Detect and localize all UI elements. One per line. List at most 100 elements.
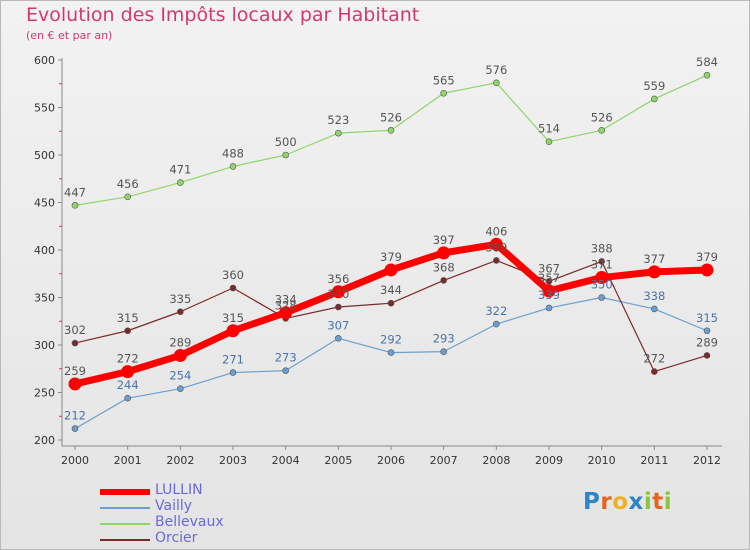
data-point-lullin: [279, 306, 293, 320]
data-label-lullin: 315: [222, 311, 244, 325]
data-label-orcier: 344: [380, 283, 402, 297]
y-tick-label: 450: [34, 197, 55, 210]
data-point-bellevaux: [493, 79, 500, 87]
data-label-orcier: 335: [169, 292, 191, 306]
data-point-orcier: [493, 257, 500, 264]
legend-label-lullin: LULLIN: [155, 482, 203, 498]
logo-letter: P: [583, 489, 601, 515]
series-line-vailly: [74, 296, 708, 430]
data-labels: 212 244 254 271 273 307 292 293 322 339 350 338 315 4…: [64, 55, 718, 422]
logo-letter: i: [643, 489, 653, 515]
data-label-vailly: 350: [591, 278, 613, 292]
data-point-bellevaux: [335, 129, 342, 137]
data-label-bellevaux: 523: [327, 113, 349, 127]
data-point-bellevaux: [177, 179, 184, 186]
x-tick-label: 2005: [324, 454, 352, 467]
legend-label-bellevaux: Bellevaux: [155, 514, 224, 530]
data-label-orcier: 368: [433, 260, 455, 274]
y-tick-label: 200: [34, 434, 55, 447]
logo-letter: r: [600, 489, 613, 515]
y-tick-label: 300: [34, 339, 55, 352]
x-tick-label: 2000: [61, 454, 89, 467]
data-point-bellevaux: [387, 127, 395, 134]
data-label-bellevaux: 559: [643, 79, 665, 93]
data-point-orcier: [71, 339, 79, 347]
data-point-vailly: [124, 394, 131, 402]
tick-labels: 200 250 300 350 400 450 500 550 600 2000 2001 2002 2…: [34, 54, 721, 467]
data-label-vailly: 254: [169, 369, 191, 383]
series-points: [68, 71, 714, 432]
data-point-vailly: [545, 304, 553, 312]
legend-label-orcier: Orcier: [155, 530, 198, 546]
data-label-lullin: 334: [275, 293, 297, 307]
data-point-lullin: [226, 324, 240, 338]
chart-axes: [58, 58, 722, 450]
data-label-orcier: 367: [538, 261, 560, 275]
data-point-vailly: [335, 335, 342, 342]
data-point-vailly: [229, 369, 237, 376]
data-label-bellevaux: 526: [591, 110, 613, 124]
data-label-bellevaux: 488: [222, 146, 244, 160]
legend-swatch-orcier: [100, 539, 150, 541]
data-label-bellevaux: 500: [275, 135, 297, 149]
x-tick-label: 2010: [588, 454, 616, 467]
data-label-vailly: 307: [327, 318, 349, 332]
logo-letter: x: [628, 489, 644, 515]
data-point-bellevaux: [282, 151, 289, 159]
data-point-lullin: [121, 365, 135, 379]
data-point-bellevaux: [703, 71, 711, 79]
proxiti-logo: Proxiti: [583, 489, 672, 515]
data-label-vailly: 212: [64, 409, 86, 423]
x-tick-label: 2006: [377, 454, 405, 467]
data-point-lullin: [595, 271, 609, 285]
data-point-lullin: [437, 246, 451, 260]
data-label-vailly: 273: [275, 351, 297, 365]
data-point-bellevaux: [545, 138, 553, 145]
y-tick-label: 600: [34, 54, 55, 67]
x-tick-label: 2001: [114, 454, 142, 467]
data-point-orcier: [229, 284, 237, 292]
data-label-bellevaux: 526: [380, 110, 402, 124]
data-label-bellevaux: 447: [64, 185, 86, 199]
data-point-orcier: [440, 277, 447, 284]
data-point-lullin: [700, 263, 714, 277]
data-label-orcier: 302: [64, 323, 86, 337]
data-point-vailly: [440, 348, 447, 355]
x-tick-label: 2002: [166, 454, 194, 467]
x-tick-label: 2007: [430, 454, 458, 467]
data-label-vailly: 315: [696, 311, 718, 325]
x-tick-label: 2008: [482, 454, 510, 467]
chart-subtitle: (en € et par an): [26, 29, 113, 42]
data-label-lullin: 371: [591, 258, 613, 272]
logo-letter: t: [652, 489, 664, 515]
data-point-bellevaux: [651, 95, 658, 103]
data-label-vailly: 244: [117, 378, 139, 392]
legend-label-vailly: Vailly: [155, 498, 193, 514]
y-tick-label: 400: [34, 244, 55, 257]
data-label-lullin: 259: [64, 364, 86, 378]
data-label-lullin: 397: [433, 233, 455, 247]
data-label-vailly: 292: [380, 333, 402, 347]
data-label-orcier: 315: [117, 311, 139, 325]
series-line-bellevaux: [74, 74, 708, 206]
data-point-vailly: [177, 385, 184, 393]
data-point-vailly: [387, 349, 395, 356]
x-tick-label: 2012: [693, 454, 721, 467]
data-point-bellevaux: [598, 127, 605, 134]
data-label-vailly: 271: [222, 353, 244, 367]
data-point-vailly: [493, 320, 500, 328]
data-point-bellevaux: [71, 202, 79, 209]
data-label-orcier: 389: [485, 240, 507, 254]
data-point-lullin: [68, 377, 82, 391]
data-point-lullin: [489, 237, 503, 251]
data-point-vailly: [651, 305, 658, 313]
data-point-orcier: [124, 327, 131, 335]
x-tick-label: 2003: [219, 454, 247, 467]
y-tick-label: 350: [34, 292, 55, 305]
data-label-vailly: 293: [433, 332, 455, 346]
x-tick-label: 2009: [535, 454, 563, 467]
data-point-orcier: [703, 352, 711, 359]
data-point-vailly: [598, 294, 605, 301]
data-label-lullin: 406: [485, 224, 507, 238]
